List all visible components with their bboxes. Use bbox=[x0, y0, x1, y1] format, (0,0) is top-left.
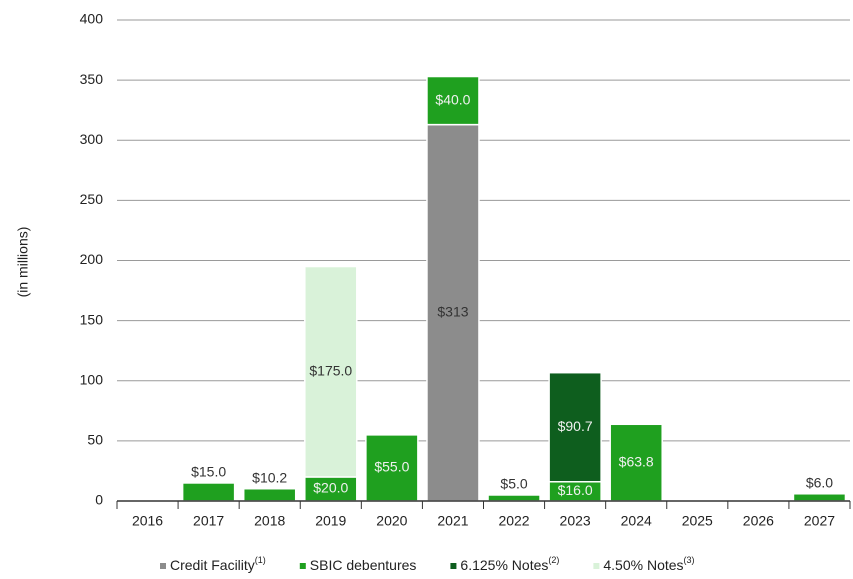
value-label: $175.0 bbox=[309, 362, 352, 378]
legend-item: 4.50% Notes(3) bbox=[593, 555, 695, 573]
bar-segment bbox=[304, 265, 358, 478]
y-axis-label: (in millions) bbox=[15, 227, 31, 298]
x-tick-label: 2022 bbox=[498, 513, 529, 529]
y-tick-label: 300 bbox=[80, 131, 104, 147]
value-label: $55.0 bbox=[374, 459, 409, 475]
x-tick-label: 2021 bbox=[437, 513, 468, 529]
y-tick-label: 0 bbox=[95, 492, 103, 508]
x-tick-label: 2017 bbox=[193, 513, 224, 529]
y-tick-label: 250 bbox=[80, 191, 104, 207]
x-tick-label: 2025 bbox=[682, 513, 713, 529]
value-label: $6.0 bbox=[806, 474, 833, 490]
x-tick-label: 2024 bbox=[621, 513, 652, 529]
y-tick-label: 400 bbox=[80, 11, 104, 27]
bar-segment bbox=[426, 75, 480, 126]
legend-item: 6.125% Notes(2) bbox=[450, 555, 559, 573]
x-tick-label: 2019 bbox=[315, 513, 346, 529]
value-label: $20.0 bbox=[313, 480, 348, 496]
bar-segment bbox=[181, 482, 236, 502]
legend-name: 6.125% Notes bbox=[460, 557, 548, 573]
x-tick-label: 2023 bbox=[560, 513, 591, 529]
legend-item: Credit Facility(1) bbox=[160, 555, 266, 573]
legend-name: SBIC debentures bbox=[310, 557, 417, 573]
legend-swatch bbox=[450, 563, 457, 569]
legend-label: Credit Facility(1) bbox=[170, 555, 266, 572]
value-label: $5.0 bbox=[500, 476, 527, 492]
y-tick-label: 150 bbox=[80, 311, 104, 327]
legend-swatch bbox=[299, 563, 306, 569]
value-label: $16.0 bbox=[558, 482, 593, 498]
legend-label: 6.125% Notes(2) bbox=[460, 555, 559, 572]
legend-footnote: (2) bbox=[548, 555, 559, 565]
x-tick-label: 2018 bbox=[254, 513, 285, 529]
value-label: $15.0 bbox=[191, 464, 226, 480]
x-tick-label: 2027 bbox=[804, 513, 835, 529]
x-tick-label: 2026 bbox=[743, 513, 774, 529]
value-label: $90.7 bbox=[558, 418, 593, 434]
legend-name: Credit Facility bbox=[170, 557, 255, 573]
bar-segment bbox=[242, 487, 297, 502]
value-label: $63.8 bbox=[619, 453, 654, 469]
legend-swatch bbox=[593, 563, 600, 569]
bar-segment bbox=[548, 371, 602, 483]
y-tick-label: 50 bbox=[87, 432, 103, 448]
bar-segment bbox=[487, 494, 541, 502]
y-tick-label: 100 bbox=[80, 371, 104, 387]
legend-item: SBIC debentures bbox=[299, 557, 417, 573]
legend-footnote: (3) bbox=[684, 555, 695, 565]
bar-segment bbox=[792, 493, 847, 502]
y-tick-label: 200 bbox=[80, 251, 104, 267]
x-tick-label: 2020 bbox=[376, 513, 407, 529]
value-label: $40.0 bbox=[435, 91, 470, 107]
x-tick-label: 2016 bbox=[132, 513, 163, 529]
legend-name: 4.50% Notes bbox=[603, 557, 683, 573]
value-label: $313 bbox=[437, 304, 468, 320]
legend-swatch bbox=[160, 563, 166, 569]
legend-footnote: (1) bbox=[255, 555, 266, 565]
legend-label: SBIC debentures bbox=[310, 557, 417, 573]
value-label: $10.2 bbox=[252, 469, 287, 485]
bar-segment bbox=[609, 423, 663, 502]
y-tick-label: 350 bbox=[80, 71, 104, 87]
legend-label: 4.50% Notes(3) bbox=[603, 555, 694, 572]
